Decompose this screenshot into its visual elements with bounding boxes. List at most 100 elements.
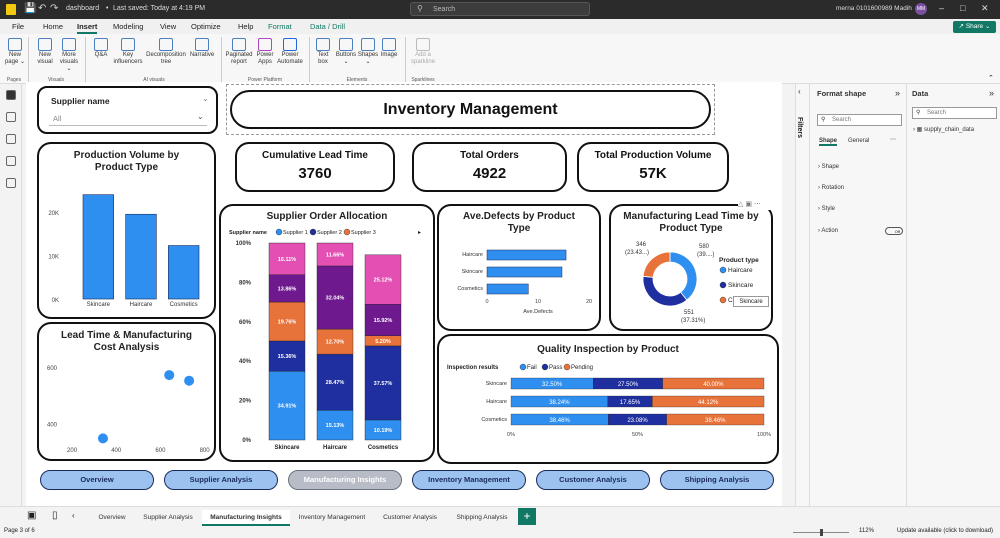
tab-general[interactable]: General: [848, 138, 870, 144]
save-icon[interactable]: 💾: [24, 3, 37, 14]
key-influencers-button[interactable]: Key influencers: [113, 38, 143, 66]
shapes-button[interactable]: Shapes ⌄: [357, 38, 379, 66]
minimize-icon[interactable]: –: [939, 3, 945, 13]
supplier-allocation-card: Supplier Order Allocation Supplier name S…: [219, 204, 435, 462]
add-page-button[interactable]: +: [518, 508, 536, 525]
stack-segment: [364, 304, 402, 336]
section-action[interactable]: › Action: [818, 228, 839, 234]
x-tick-label: 0%: [507, 432, 515, 438]
zoom-slider[interactable]: [793, 529, 849, 536]
new-page-button[interactable]: New page ⌄: [4, 38, 26, 66]
model-view-icon[interactable]: [6, 134, 16, 144]
collapse-icon[interactable]: »: [895, 88, 901, 98]
data-label: 346: [636, 242, 647, 248]
data-label: 10.19%: [374, 428, 393, 434]
donut-slice: [669, 251, 698, 301]
table-view-icon[interactable]: [6, 112, 16, 122]
x-tick-label: 0: [485, 299, 488, 305]
tab-optimize[interactable]: Optimize: [191, 22, 221, 31]
page-tab-overview[interactable]: Overview: [90, 510, 134, 526]
text-box-button[interactable]: Text box: [312, 38, 334, 66]
tab-view[interactable]: View: [160, 22, 177, 31]
collapse-ribbon-icon[interactable]: ⌃: [988, 75, 994, 82]
legend-label: Pending: [571, 365, 593, 371]
update-notice[interactable]: Update available (click to download): [897, 528, 994, 534]
nav-supplier-analysis-button[interactable]: Supplier Analysis: [164, 470, 278, 490]
page-tab-shipping-analysis[interactable]: Shipping Analysis: [448, 510, 516, 526]
page-tab-manufacturing-insights[interactable]: Manufacturing Insights: [202, 510, 290, 526]
table-item[interactable]: › ▦ supply_chain_data: [913, 127, 975, 133]
nav-overview-button[interactable]: Overview: [40, 470, 154, 490]
more-visuals-button[interactable]: More visuals ⌄: [57, 38, 81, 73]
report-view-icon[interactable]: [6, 90, 16, 100]
section-rotation[interactable]: › Rotation: [818, 185, 845, 191]
image-button[interactable]: Image: [378, 38, 400, 59]
nav-shipping-analysis-button[interactable]: Shipping Analysis: [660, 470, 774, 490]
buttons-button[interactable]: Buttons ⌄: [334, 38, 358, 66]
nav-inventory-management-button[interactable]: Inventory Management: [412, 470, 526, 490]
slicer-dropdown[interactable]: All ⌄: [49, 112, 207, 126]
chevron-up-icon[interactable]: ⌄: [202, 94, 209, 103]
nav-manufacturing-insights-button[interactable]: Manufacturing Insights: [288, 470, 402, 490]
slicer-label: Supplier name: [51, 96, 110, 106]
tmdl-view-icon[interactable]: [6, 178, 16, 188]
bar: [125, 213, 157, 300]
section-style[interactable]: › Style: [818, 206, 836, 212]
page-tab-supplier-analysis[interactable]: Supplier Analysis: [136, 510, 200, 526]
tab-home[interactable]: Home: [43, 22, 64, 31]
redo-icon[interactable]: ↷: [50, 3, 59, 14]
tab-help[interactable]: Help: [238, 22, 254, 31]
expand-icon[interactable]: ‹: [798, 87, 801, 96]
mobile-layout-icon[interactable]: ▯: [52, 510, 58, 521]
tab-shape[interactable]: Shape: [819, 138, 838, 146]
buttons-icon: [339, 38, 353, 51]
format-search-input[interactable]: ⚲ Search: [817, 114, 902, 126]
y-tick-label: Haircare: [486, 399, 507, 405]
tab-format[interactable]: Format: [268, 22, 292, 31]
filters-pane-collapsed[interactable]: ‹ Filters: [795, 84, 809, 506]
dax-query-icon[interactable]: [6, 156, 16, 166]
close-icon[interactable]: ✕: [981, 3, 989, 13]
page-tab-customer-analysis[interactable]: Customer Analysis: [374, 510, 446, 526]
tab-modeling[interactable]: Modeling: [113, 22, 144, 31]
nav-customer-analysis-button[interactable]: Customer Analysis: [536, 470, 650, 490]
zoom-slider-thumb[interactable]: [820, 529, 823, 536]
data-search-input[interactable]: ⚲ Search: [912, 107, 997, 119]
decomposition-tree-button[interactable]: Decomposition tree: [144, 38, 188, 66]
tab-file[interactable]: File: [12, 22, 25, 31]
page-indicator: Page 3 of 6: [4, 528, 35, 534]
user-avatar[interactable]: MM: [915, 3, 927, 15]
page-tab-inventory-management[interactable]: Inventory Management: [292, 510, 372, 526]
collapse-icon[interactable]: »: [989, 88, 995, 98]
header-title-card[interactable]: Inventory Management: [230, 90, 711, 129]
tab-data-drill[interactable]: Data / Drill: [310, 22, 346, 31]
data-label: 15.92%: [374, 318, 393, 324]
legend-marker: [719, 296, 727, 304]
narrative-button[interactable]: Narrative: [188, 38, 216, 59]
more-options-icon[interactable]: ⋯: [890, 137, 896, 143]
data-label: 27.50%: [618, 382, 639, 388]
action-toggle[interactable]: Off: [885, 227, 903, 235]
share-button[interactable]: ↗ Share ⌄: [953, 21, 996, 33]
desktop-layout-icon[interactable]: ▣: [27, 510, 37, 521]
maximize-icon[interactable]: □: [960, 3, 966, 13]
group-pages: Pages: [6, 77, 22, 83]
add-sparkline-button[interactable]: Add a sparkline: [408, 38, 438, 66]
chevron: ⌄: [365, 59, 371, 65]
supplier-slicer[interactable]: Supplier name ⌄ All ⌄: [37, 86, 218, 134]
power-automate-button[interactable]: Power Automate: [276, 38, 304, 66]
search-box[interactable]: ⚲ Search: [410, 2, 590, 16]
undo-icon[interactable]: ↶: [38, 3, 47, 14]
search-icon: ⚲: [916, 110, 921, 116]
new-visual-button[interactable]: New visual: [34, 38, 56, 66]
visual-header-icons[interactable]: △ ▣ ⋯: [738, 200, 778, 210]
paginated-report-button[interactable]: Paginated report: [224, 38, 254, 66]
kpi-value: 4922: [472, 165, 507, 182]
tab-insert[interactable]: Insert: [77, 22, 98, 34]
section-shape[interactable]: › Shape: [818, 164, 840, 170]
power-apps-button[interactable]: Power Apps: [254, 38, 276, 66]
prev-page-icon[interactable]: ‹: [72, 511, 75, 520]
qa-button[interactable]: Q&A: [90, 38, 112, 59]
y-tick-label: 10K: [48, 255, 59, 261]
last-saved[interactable]: Last saved: Today at 4:19 PM: [113, 5, 206, 12]
